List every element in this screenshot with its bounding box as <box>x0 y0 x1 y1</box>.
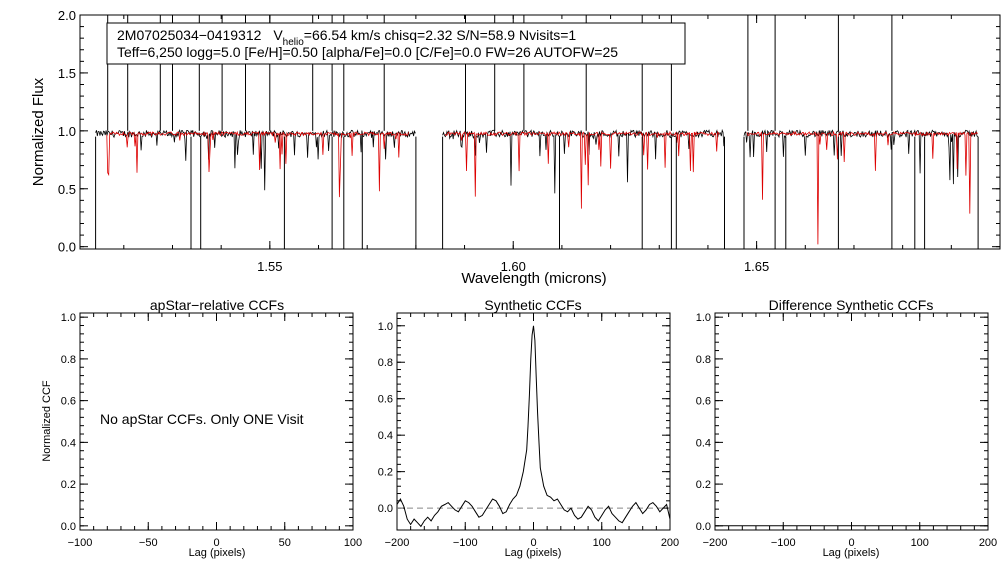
spectrum-y-tick-label: 1.5 <box>58 66 76 81</box>
difference-ccf-plot-frame <box>714 312 989 531</box>
spectrum-x-tick-label: 1.65 <box>744 259 769 274</box>
synthetic-ccf-y-tick-label: 1.0 <box>378 321 393 333</box>
synthetic-ccf-title: Synthetic CCFs <box>484 297 581 313</box>
synthetic-ccf-y-tick-label: 0.6 <box>378 394 393 406</box>
synthetic-ccf-panel: Synthetic CCFs −200 −100 0 100 200 0.0 0.2 0.4 0… <box>378 297 679 559</box>
difference-ccf-y-tick-label: 0.8 <box>696 354 711 366</box>
spectrum-x-axis-label: Wavelength (microns) <box>461 270 606 287</box>
apstar-ccf-note: No apStar CCFs. Only ONE Visit <box>100 411 304 427</box>
apstar-ccf-y-tick-label: 0.2 <box>61 479 76 491</box>
synthetic-ccf-x-tick-label: 200 <box>661 537 679 549</box>
apstar-ccf-axis-ticks: −100 −50 0 50 100 0.0 0.2 0.4 0.6 0.8 1.0 <box>61 312 362 549</box>
synthetic-ccf-line <box>396 325 671 528</box>
difference-ccf-y-tick-label: 0.6 <box>696 396 711 408</box>
difference-ccf-x-tick-label: 200 <box>979 537 997 549</box>
synthetic-ccf-x-tick-label: 100 <box>593 537 611 549</box>
spectrum-plot-frame <box>79 14 1001 250</box>
difference-ccf-y-tick-label: 0.4 <box>696 437 711 449</box>
difference-ccf-y-tick-label: 1.0 <box>696 312 711 324</box>
spectrum-x-tick-label: 1.60 <box>501 259 526 274</box>
difference-ccf-x-tick-label: 0 <box>848 537 854 549</box>
apstar-ccf-x-tick-label: 50 <box>279 537 291 549</box>
difference-ccf-x-axis-label: Lag (pixels) <box>823 547 880 559</box>
difference-ccf-x-tick-label: −200 <box>703 537 728 549</box>
apstar-ccf-y-axis-label: Normalized CCF <box>41 380 53 462</box>
info-vhelio-values: =66.54 km/s chisq=2.32 S/N=58.9 Nvisits=… <box>304 27 577 43</box>
apstar-ccf-y-tick-label: 0.4 <box>61 437 76 449</box>
apstar-ccf-x-tick-label: −50 <box>139 537 158 549</box>
synthetic-ccf-y-tick-label: 0.2 <box>378 467 393 479</box>
info-star-id: 2M07025034−0419312 <box>117 27 262 43</box>
apstar-ccf-y-tick-label: 1.0 <box>61 312 76 324</box>
difference-ccf-title: Difference Synthetic CCFs <box>769 297 934 313</box>
spectrum-x-tick-label: 1.55 <box>257 259 282 274</box>
spectrum-y-tick-label: 0.0 <box>58 240 76 255</box>
info-box: 2M07025034−0419312 Vhelio=66.54 km/s chi… <box>106 22 686 65</box>
spectrum-y-ticks: 1.55 1.60 1.65 0.0 0.5 1.0 1.5 2.0 <box>58 8 1001 274</box>
observed-spectrum-line <box>95 128 979 194</box>
synthetic-ccf-y-tick-label: 0.0 <box>378 503 393 515</box>
apstar-ccf-y-tick-label: 0.0 <box>61 521 76 533</box>
spectrum-y-tick-label: 2.0 <box>58 8 76 23</box>
apstar-ccf-y-tick-label: 0.6 <box>61 396 76 408</box>
apstar-ccf-x-tick-label: 0 <box>213 537 219 549</box>
svg-text:2M07025034−0419312 Vhe: 2M07025034−0419312 Vhelio=66.54 km/s chi… <box>117 27 576 48</box>
spectrum-y-tick-label: 0.5 <box>58 182 76 197</box>
synthetic-ccf-axis-ticks: −200 −100 0 100 200 0.0 0.2 0.4 0.6 0.8 1.0 <box>378 313 679 549</box>
synthetic-ccf-x-tick-label: −100 <box>453 537 478 549</box>
apstar-ccf-y-tick-label: 0.8 <box>61 354 76 366</box>
apstar-ccf-title: apStar−relative CCFs <box>150 297 284 313</box>
info-box-frame <box>106 22 686 65</box>
synthetic-ccf-x-tick-label: 0 <box>530 537 536 549</box>
apstar-ccf-x-axis-label: Lag (pixels) <box>189 547 246 559</box>
difference-ccf-axis-ticks: −200 −100 0 100 200 0.0 0.2 0.4 0.6 0.8 1.0 <box>696 312 997 549</box>
spectrum-panel: 1.55 1.60 1.65 0.0 0.5 1.0 1.5 2.0 Wavelength (… <box>30 8 1001 287</box>
spectrum-y-axis-label: Normalized Flux <box>30 77 47 186</box>
difference-ccf-x-tick-label: 100 <box>911 537 929 549</box>
difference-ccf-panel: Difference Synthetic CCFs −200 −100 0 100 20… <box>696 297 997 559</box>
synthetic-ccf-y-tick-label: 0.4 <box>378 430 393 442</box>
difference-ccf-y-tick-label: 0.0 <box>696 521 711 533</box>
apstar-ccf-x-tick-label: 100 <box>344 537 362 549</box>
apstar-ccf-x-tick-label: −100 <box>68 537 93 549</box>
apstar-ccf-panel: apStar−relative CCFs −100 −50 0 50 100 0.0 0.2… <box>41 297 362 559</box>
synthetic-ccf-y-tick-label: 0.8 <box>378 357 393 369</box>
info-vhelio-symbol: V <box>273 27 283 43</box>
synthetic-ccf-x-tick-label: −200 <box>385 537 410 549</box>
spectrum-y-tick-label: 1.0 <box>58 124 76 139</box>
info-vhelio-subscript: helio <box>283 37 305 48</box>
info-stellar-params: Teff=6,250 logg=5.0 [Fe/H]=0.50 [alpha/F… <box>117 44 618 60</box>
difference-ccf-y-tick-label: 0.2 <box>696 479 711 491</box>
synthetic-ccf-plot-frame <box>396 312 671 531</box>
model-spectrum-line <box>106 130 978 245</box>
difference-ccf-x-tick-label: −100 <box>771 537 796 549</box>
synthetic-ccf-x-axis-label: Lag (pixels) <box>505 547 562 559</box>
